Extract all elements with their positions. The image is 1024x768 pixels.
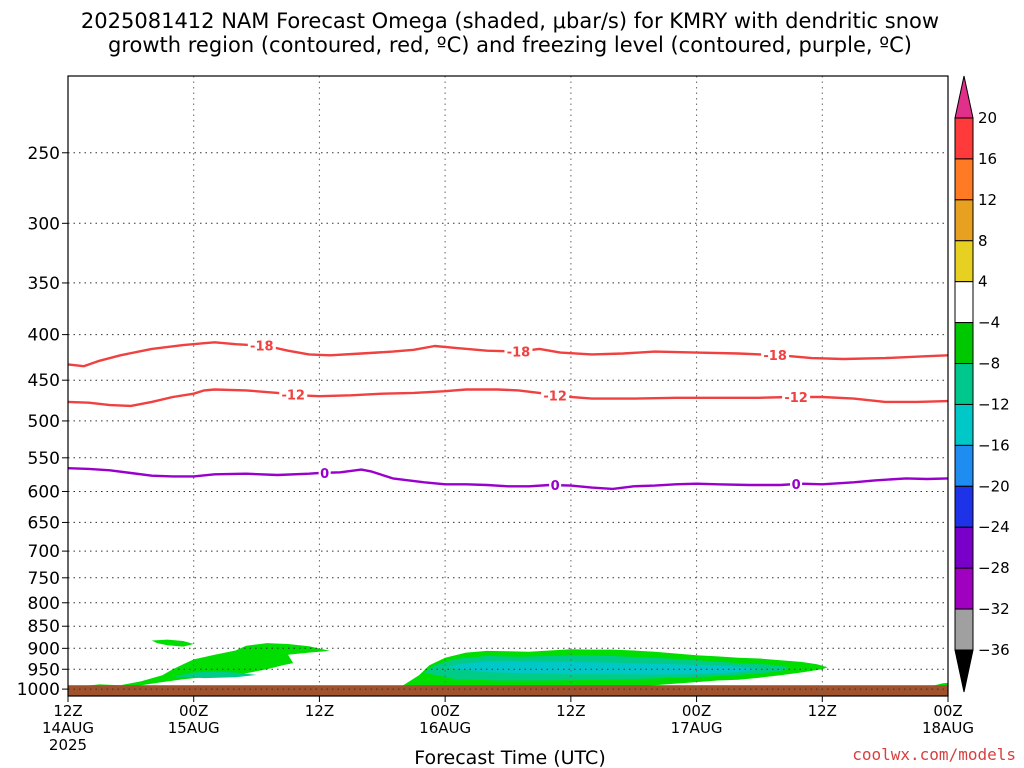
contour-label-0-2: 0 <box>792 478 801 493</box>
x-tick-label-12-0: 00Z <box>179 702 208 720</box>
colorbar-segment-9 <box>954 485 974 528</box>
colorbar-label-4: 4 <box>978 273 988 291</box>
y-tick-label-900: 900 <box>28 639 60 659</box>
y-tick-label-550: 550 <box>28 449 60 469</box>
y-tick-label-650: 650 <box>28 513 60 533</box>
chart-title-line1: 2025081412 NAM Forecast Omega (shaded, μ… <box>81 9 939 33</box>
contour-label-bg-1-2 <box>782 389 811 404</box>
colorbar-label-9: −20 <box>978 477 1010 495</box>
colorbar: 20 16 12 8 4 −4 −8 −12 −16 −20 −24 −28 −32 −36 <box>954 75 1010 693</box>
y-tick-label-700: 700 <box>28 542 60 562</box>
contour-label-bg-2-1 <box>549 478 562 493</box>
y-tick-label-1000: 1000 <box>17 680 60 700</box>
credit-link[interactable]: coolwx.com/models <box>852 745 1016 764</box>
contour-layer: -18 -18 -18 -12 -12 -12 0 0 0 <box>67 338 949 494</box>
y-tick-label-300: 300 <box>28 214 60 234</box>
contour-line--12 <box>67 388 949 408</box>
contour-label--12-1: -12 <box>543 389 567 404</box>
colorbar-label-13: −36 <box>978 641 1010 659</box>
contour-label-bg-2-2 <box>790 476 803 491</box>
colorbar-label-10: −24 <box>978 518 1010 536</box>
ground-fill <box>68 685 948 696</box>
colorbar-segment-5 <box>954 322 974 365</box>
x-tick-label-36-0: 00Z <box>430 702 459 720</box>
colorbar-label-8: −16 <box>978 436 1010 454</box>
y-tick-label-600: 600 <box>28 482 60 502</box>
contour-label-bg-1-1 <box>541 388 570 403</box>
contour-label-0-1: 0 <box>551 479 560 494</box>
y-tick-label-850: 850 <box>28 617 60 637</box>
plot-frame <box>67 75 949 697</box>
contour-label-bg-0-2 <box>761 348 790 363</box>
contour-label-bg-0-0 <box>247 338 276 353</box>
contour-label--18-2: -18 <box>763 349 787 364</box>
x-tick-label-12-1: 15AUG <box>168 719 220 737</box>
colorbar-segment-0 <box>954 117 974 160</box>
colorbar-label-0: 20 <box>978 109 997 127</box>
colorbar-segment-7 <box>954 403 974 446</box>
colorbar-segment-4 <box>954 281 974 324</box>
contour-label-0-0: 0 <box>320 467 329 482</box>
colorbar-label-1: 16 <box>978 150 997 168</box>
contour-label--18-1: -18 <box>507 346 531 361</box>
colorbar-segment-2 <box>954 199 974 242</box>
colorbar-bottom-arrow <box>954 649 974 693</box>
y-tick-label-750: 750 <box>28 569 60 589</box>
omega-region-1 <box>151 639 194 647</box>
x-axis-label: Forecast Time (UTC) <box>414 747 605 768</box>
chart-title-line2: growth region (contoured, red, ºC) and f… <box>108 33 912 57</box>
colorbar-label-11: −28 <box>978 559 1010 577</box>
contour-label--12-0: -12 <box>281 389 305 404</box>
colorbar-segment-6 <box>954 363 974 405</box>
contour-label--12-2: -12 <box>784 391 808 406</box>
x-tick-label-48-0: 12Z <box>556 702 585 720</box>
contour-label-bg-0-1 <box>504 344 533 359</box>
colorbar-top-arrow <box>954 75 974 119</box>
x-tick-label-36-1: 16AUG <box>419 719 471 737</box>
x-tick-label-0-2: 2025 <box>49 736 87 754</box>
x-tick-label-72-0: 12Z <box>808 702 837 720</box>
y-tick-label-350: 350 <box>28 274 60 294</box>
x-tick-label-24-0: 12Z <box>305 702 334 720</box>
contour-line-0 <box>67 467 949 491</box>
x-tick-label-84-1: 18AUG <box>922 719 974 737</box>
contour-label-bg-2-0 <box>318 465 331 480</box>
colorbar-segment-3 <box>954 240 974 283</box>
contour-label--18-0: -18 <box>250 340 274 355</box>
y-tick-label-950: 950 <box>28 660 60 680</box>
y-tick-label-250: 250 <box>28 144 60 164</box>
colorbar-label-2: 12 <box>978 191 997 209</box>
colorbar-label-3: 8 <box>978 232 988 250</box>
colorbar-segment-11 <box>954 567 974 610</box>
ground-layer <box>68 685 948 696</box>
x-tick-label-0-0: 12Z <box>53 702 82 720</box>
y-axis-ticks: 2503003504004505005506006507007508008509… <box>17 144 68 700</box>
x-tick-label-84-0: 00Z <box>933 702 962 720</box>
y-tick-label-400: 400 <box>28 326 60 346</box>
grid-layer <box>67 76 949 696</box>
omega-region-6 <box>445 661 760 675</box>
y-tick-label-450: 450 <box>28 371 60 391</box>
omega-shading-layer <box>73 639 948 693</box>
omega-region-0 <box>73 643 330 690</box>
colorbar-label-7: −12 <box>978 395 1010 413</box>
colorbar-segment-12 <box>954 608 974 651</box>
colorbar-label-5: −4 <box>978 314 1000 332</box>
x-tick-label-60-1: 17AUG <box>671 719 723 737</box>
x-tick-label-0-1: 14AUG <box>42 719 94 737</box>
colorbar-segment-1 <box>954 158 974 201</box>
colorbar-label-12: −32 <box>978 600 1010 618</box>
y-tick-label-800: 800 <box>28 594 60 614</box>
y-tick-label-500: 500 <box>28 412 60 432</box>
contour-label-bg-1-0 <box>279 387 308 402</box>
colorbar-segment-8 <box>954 444 974 487</box>
colorbar-segment-10 <box>954 526 974 569</box>
colorbar-label-6: −8 <box>978 355 1000 373</box>
x-tick-label-60-0: 00Z <box>682 702 711 720</box>
